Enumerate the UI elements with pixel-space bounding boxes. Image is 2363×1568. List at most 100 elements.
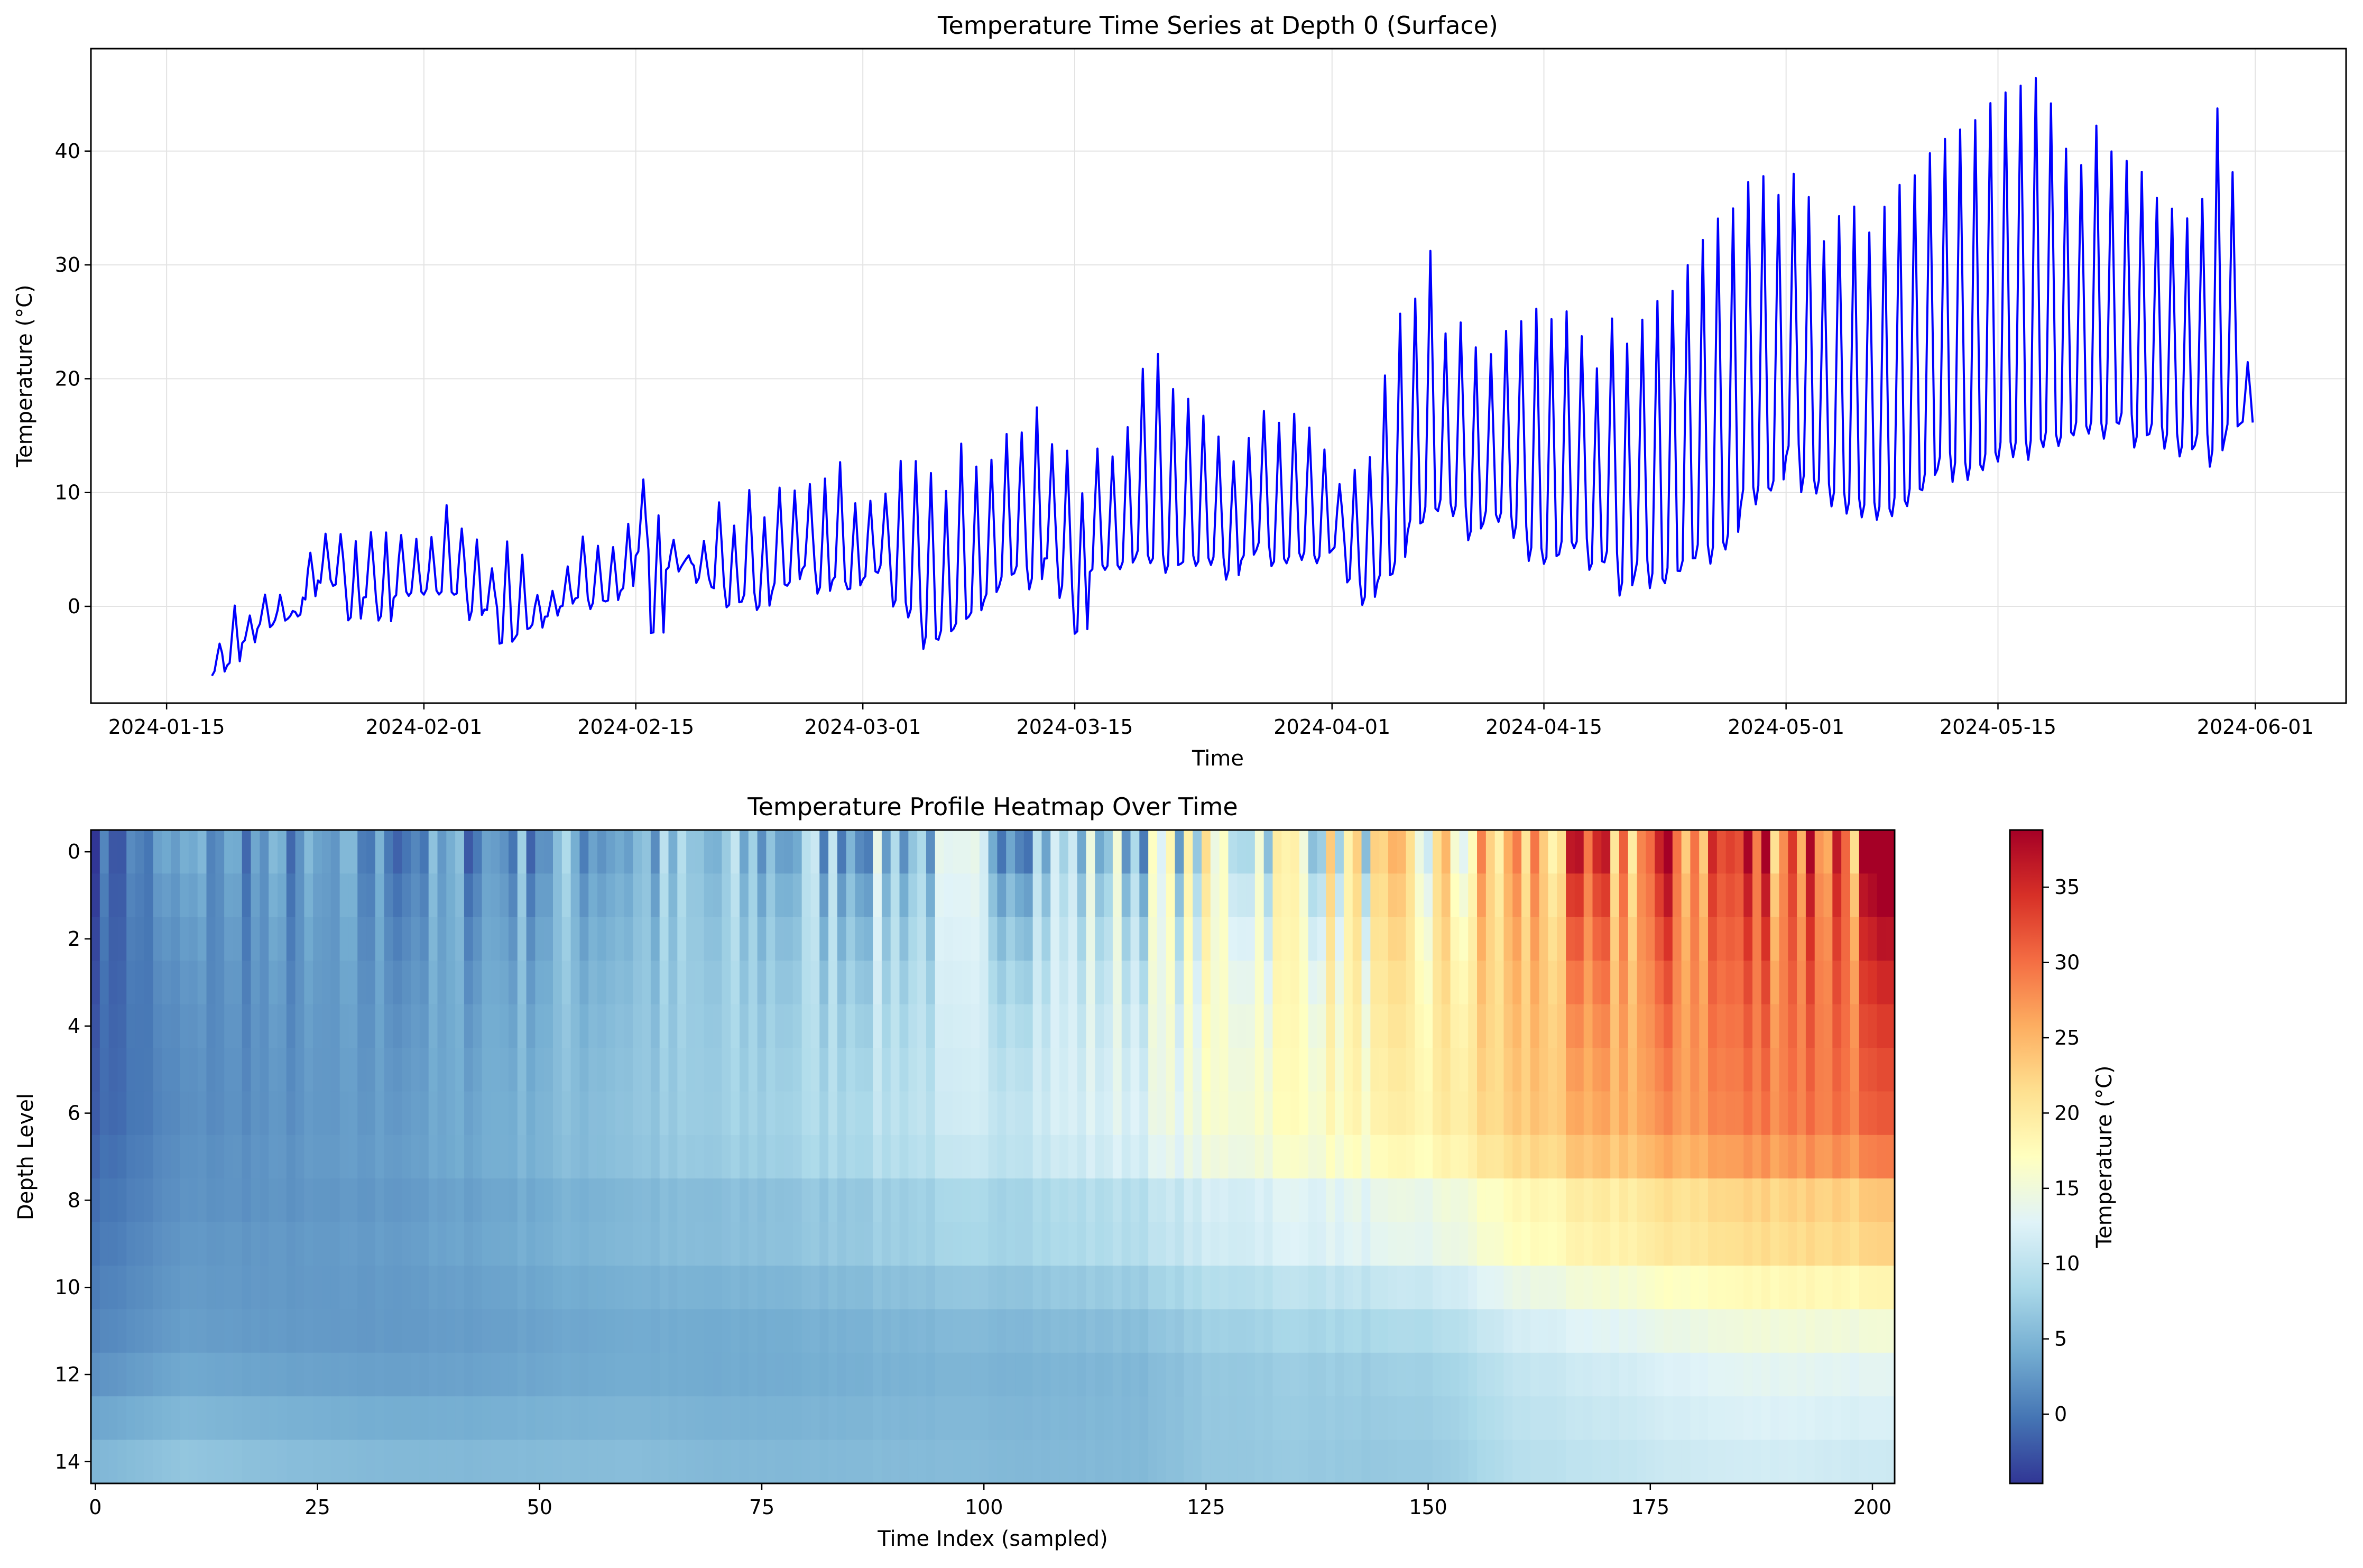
heatmap-cell xyxy=(722,1178,731,1223)
heatmap-cell xyxy=(553,961,562,1005)
heatmap-cell xyxy=(188,1309,198,1353)
heatmap-cell xyxy=(233,1004,243,1048)
heatmap-cell xyxy=(1521,1178,1531,1223)
heatmap-cell xyxy=(935,1440,945,1484)
heatmap-cell xyxy=(446,1309,456,1353)
heatmap-cell xyxy=(295,873,304,918)
heatmap-cell xyxy=(926,1396,936,1441)
heatmap-cell xyxy=(517,1309,527,1353)
heatmap-cell xyxy=(633,873,642,918)
heatmap-cell xyxy=(722,1266,731,1309)
heatmap-cell xyxy=(286,1352,296,1397)
heatmap-cell xyxy=(579,1352,589,1397)
heatmap-cell xyxy=(224,873,234,918)
heatmap-cell xyxy=(1068,830,1078,874)
heatmap-cell xyxy=(1210,1004,1220,1048)
heatmap-cell xyxy=(1503,1440,1513,1484)
colorbar-tick-label: 15 xyxy=(2054,1177,2080,1200)
heatmap-cell xyxy=(597,1352,607,1397)
heatmap-cell xyxy=(1032,1048,1042,1092)
heatmap-cell xyxy=(1077,830,1087,874)
heatmap-cell xyxy=(979,1396,989,1441)
heatmap-cell xyxy=(1201,1091,1211,1136)
heatmap-cell xyxy=(1104,1440,1113,1484)
heatmap-cell xyxy=(91,1004,100,1048)
heatmap-cell xyxy=(997,1135,1007,1179)
heatmap-cell xyxy=(1601,1178,1611,1223)
heatmap-cell xyxy=(1566,961,1575,1005)
heatmap-cell xyxy=(1530,1048,1540,1092)
line-series-depth-0 xyxy=(211,77,2254,677)
heatmap-cell xyxy=(313,1440,322,1484)
heatmap-cell xyxy=(1023,1396,1033,1441)
heatmap-cell xyxy=(668,1048,678,1092)
heatmap-cell xyxy=(473,1266,483,1309)
heatmap-cell xyxy=(188,1135,198,1179)
heatmap-cell xyxy=(286,1222,296,1266)
heatmap-cell xyxy=(411,1266,420,1309)
heatmap-cell xyxy=(1708,1004,1718,1048)
heatmap-cell xyxy=(890,1396,900,1441)
heatmap-cell xyxy=(642,1266,651,1309)
heatmap-cell xyxy=(704,1396,714,1441)
heatmap-cell xyxy=(1716,1135,1727,1179)
heatmap-cell xyxy=(1095,1091,1104,1136)
heatmap-cell xyxy=(792,917,802,961)
heatmap-cell xyxy=(491,1048,500,1092)
heatmap-cell xyxy=(464,830,474,874)
heatmap-cell xyxy=(704,1178,714,1223)
heatmap-cell xyxy=(1290,1004,1300,1048)
heatmap-cell xyxy=(1406,1222,1415,1266)
heatmap-cell xyxy=(251,1396,260,1441)
heatmap-cell xyxy=(1166,1266,1176,1309)
heatmap-cell xyxy=(864,830,873,874)
heatmap-cell xyxy=(384,1309,394,1353)
heatmap-cell xyxy=(1050,830,1060,874)
heatmap-cell xyxy=(731,1048,740,1092)
heatmap-cell xyxy=(1343,1440,1353,1484)
heatmap-cell xyxy=(1086,1222,1095,1266)
heatmap-cell xyxy=(659,1222,669,1266)
heatmap-cell xyxy=(1157,1048,1167,1092)
heatmap-cell xyxy=(171,1440,180,1484)
heatmap-cell xyxy=(1210,1309,1220,1353)
heatmap-cell xyxy=(1539,1266,1549,1309)
heatmap-cell xyxy=(1743,1048,1753,1092)
heatmap-cell xyxy=(757,1178,767,1223)
heatmap-cell xyxy=(731,1396,740,1441)
heatmap-cell xyxy=(1450,1222,1460,1266)
heatmap-cell xyxy=(402,1352,411,1397)
heatmap-cell xyxy=(1175,1048,1184,1092)
heatmap-cell xyxy=(1023,917,1033,961)
heatmap-cell xyxy=(1237,1309,1247,1353)
heatmap-cell xyxy=(188,873,198,918)
heatmap-cell xyxy=(1228,830,1238,874)
heatmap-cell xyxy=(633,917,642,961)
heatmap-cell xyxy=(517,1135,527,1179)
heatmap-cell xyxy=(686,1266,696,1309)
heatmap-cell xyxy=(1050,873,1060,918)
heatmap-cell xyxy=(1672,961,1682,1005)
heatmap-cell xyxy=(1059,1091,1069,1136)
heatmap-cell xyxy=(1468,1222,1478,1266)
heatmap-cell xyxy=(686,1352,696,1397)
heatmap-cell xyxy=(1850,1266,1860,1309)
heatmap-cell xyxy=(1272,961,1282,1005)
heatmap-cell xyxy=(108,1352,118,1397)
heatmap-cell xyxy=(1237,1266,1247,1309)
heatmap-cell xyxy=(1193,1004,1202,1048)
heatmap-cell xyxy=(784,873,793,918)
heatmap-cell xyxy=(419,873,429,918)
heatmap-cell xyxy=(1734,1266,1744,1309)
heatmap-cell xyxy=(437,1091,447,1136)
heatmap-cell xyxy=(810,1091,820,1136)
heatmap-cell xyxy=(899,1396,909,1441)
heatmap-cell xyxy=(837,1135,847,1179)
heatmap-cell xyxy=(330,1309,340,1353)
heatmap-cell xyxy=(1343,1091,1353,1136)
heatmap-cell xyxy=(215,1004,225,1048)
heatmap-cell xyxy=(1823,1222,1833,1266)
heatmap-cell xyxy=(1254,830,1264,874)
heatmap-cell xyxy=(126,1266,136,1309)
heatmap-cell xyxy=(1370,1178,1380,1223)
